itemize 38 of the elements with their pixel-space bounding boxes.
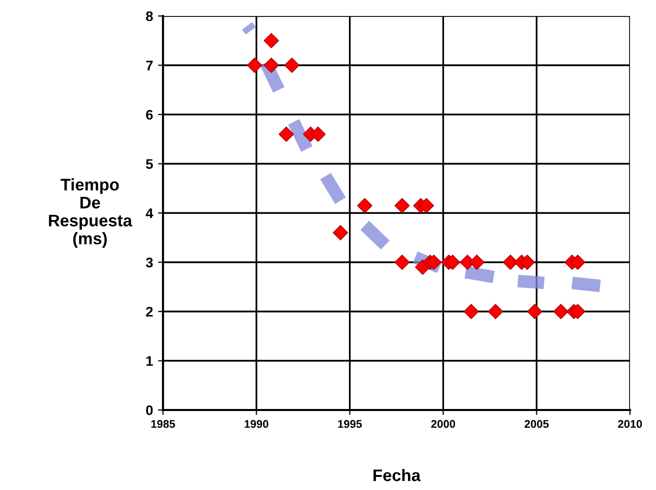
point	[570, 304, 586, 320]
x-tick-label: 2000	[431, 420, 456, 428]
x-axis-title: Fecha	[374, 468, 421, 482]
point	[444, 254, 460, 270]
point	[418, 198, 434, 214]
point	[426, 254, 442, 270]
y-tick-label: 1	[146, 356, 153, 366]
y-tick-label: 4	[146, 208, 154, 218]
point	[488, 304, 504, 320]
point	[264, 32, 279, 48]
y-tick-label: 2	[146, 306, 153, 317]
point	[264, 58, 279, 73]
x-tick-label: 1990	[244, 420, 268, 428]
point	[394, 198, 410, 214]
point	[284, 58, 300, 73]
y-tick-label: 6	[146, 110, 153, 120]
point	[553, 304, 569, 320]
point	[357, 198, 372, 214]
y-tick-label: 5	[146, 159, 153, 169]
point	[520, 254, 535, 270]
x-tick-label: 2010	[618, 420, 642, 428]
y-tick-label: 8	[146, 11, 153, 22]
y-tick-label: 3	[146, 258, 153, 268]
point	[527, 304, 542, 320]
x-tick-label: 1985	[151, 420, 176, 428]
y-axis-title: Tiempo De Respuesta (ms)	[48, 178, 132, 248]
point	[394, 254, 410, 270]
y-tick-label: 7	[146, 60, 153, 70]
point	[332, 225, 348, 240]
point	[469, 254, 484, 270]
point	[570, 254, 586, 270]
point	[278, 126, 294, 142]
y-tick-label: 0	[146, 405, 153, 416]
point	[310, 126, 326, 142]
point	[464, 304, 479, 320]
x-tick-label: 1995	[338, 420, 362, 428]
point	[246, 58, 262, 73]
x-tick-label: 2005	[524, 420, 549, 428]
